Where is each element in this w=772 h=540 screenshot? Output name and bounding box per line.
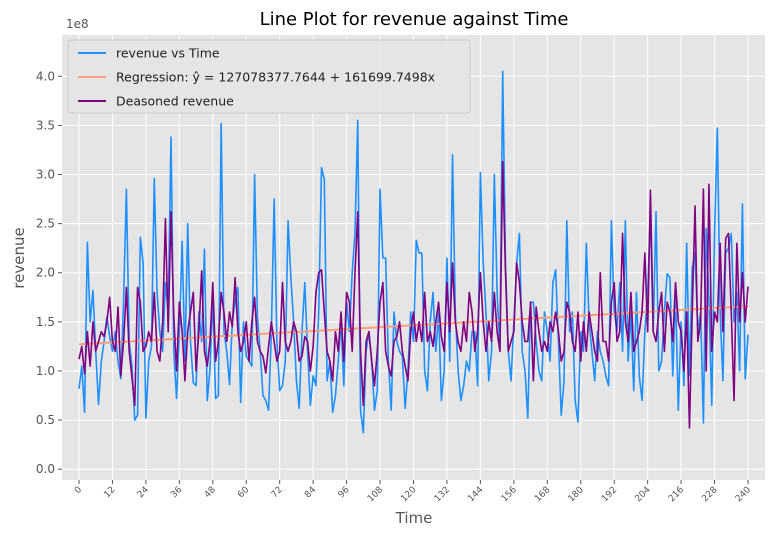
x-axis-label: Time bbox=[395, 509, 433, 527]
x-tick-label: 180 bbox=[567, 485, 586, 504]
legend-label: Deasoned revenue bbox=[116, 94, 234, 109]
x-tick-label: 0 bbox=[73, 485, 84, 496]
legend-box bbox=[67, 39, 471, 114]
x-tick-label: 24 bbox=[136, 485, 151, 500]
x-tick-label: 132 bbox=[433, 485, 452, 504]
x-tick-label: 228 bbox=[700, 485, 719, 504]
legend-label: Regression: ŷ = 127078377.7644 + 161699.… bbox=[116, 70, 435, 85]
x-tick-label: 36 bbox=[169, 485, 184, 500]
y-tick-label: 3.5 bbox=[36, 118, 55, 132]
x-tick-label: 192 bbox=[600, 485, 619, 504]
y-axis-label: revenue bbox=[10, 227, 28, 288]
x-tick-label: 168 bbox=[533, 485, 552, 504]
x-tick-label: 216 bbox=[667, 485, 686, 504]
x-tick-label: 96 bbox=[337, 485, 352, 500]
series-line bbox=[78, 160, 749, 429]
x-tick-label: 240 bbox=[734, 485, 753, 504]
series-line bbox=[78, 70, 749, 434]
y-tick-label: 0.0 bbox=[36, 462, 55, 476]
y-tick-label: 4.0 bbox=[36, 69, 55, 83]
series-line bbox=[78, 305, 749, 346]
y-tick-label: 2.5 bbox=[36, 217, 55, 231]
y-offset-label: 1e8 bbox=[66, 17, 89, 31]
x-tick-label: 48 bbox=[203, 485, 218, 500]
x-tick-label: 120 bbox=[399, 485, 418, 504]
x-tick-label: 204 bbox=[634, 485, 653, 504]
x-tick-label: 108 bbox=[366, 485, 385, 504]
y-tick-label: 1.5 bbox=[36, 315, 55, 329]
y-tick-label: 0.5 bbox=[36, 413, 55, 427]
y-tick-label: 1.0 bbox=[36, 364, 55, 378]
y-tick-label: 3.0 bbox=[36, 167, 55, 181]
chart-title: Line Plot for revenue against Time bbox=[260, 9, 569, 30]
x-tick-label: 12 bbox=[102, 485, 117, 500]
x-tick-label: 60 bbox=[236, 485, 251, 500]
legend-label: revenue vs Time bbox=[116, 46, 220, 61]
y-tick-label: 2.0 bbox=[36, 266, 55, 280]
x-tick-label: 72 bbox=[270, 485, 285, 500]
x-tick-label: 84 bbox=[303, 485, 318, 500]
x-tick-label: 156 bbox=[500, 485, 519, 504]
x-tick-label: 144 bbox=[466, 485, 485, 504]
